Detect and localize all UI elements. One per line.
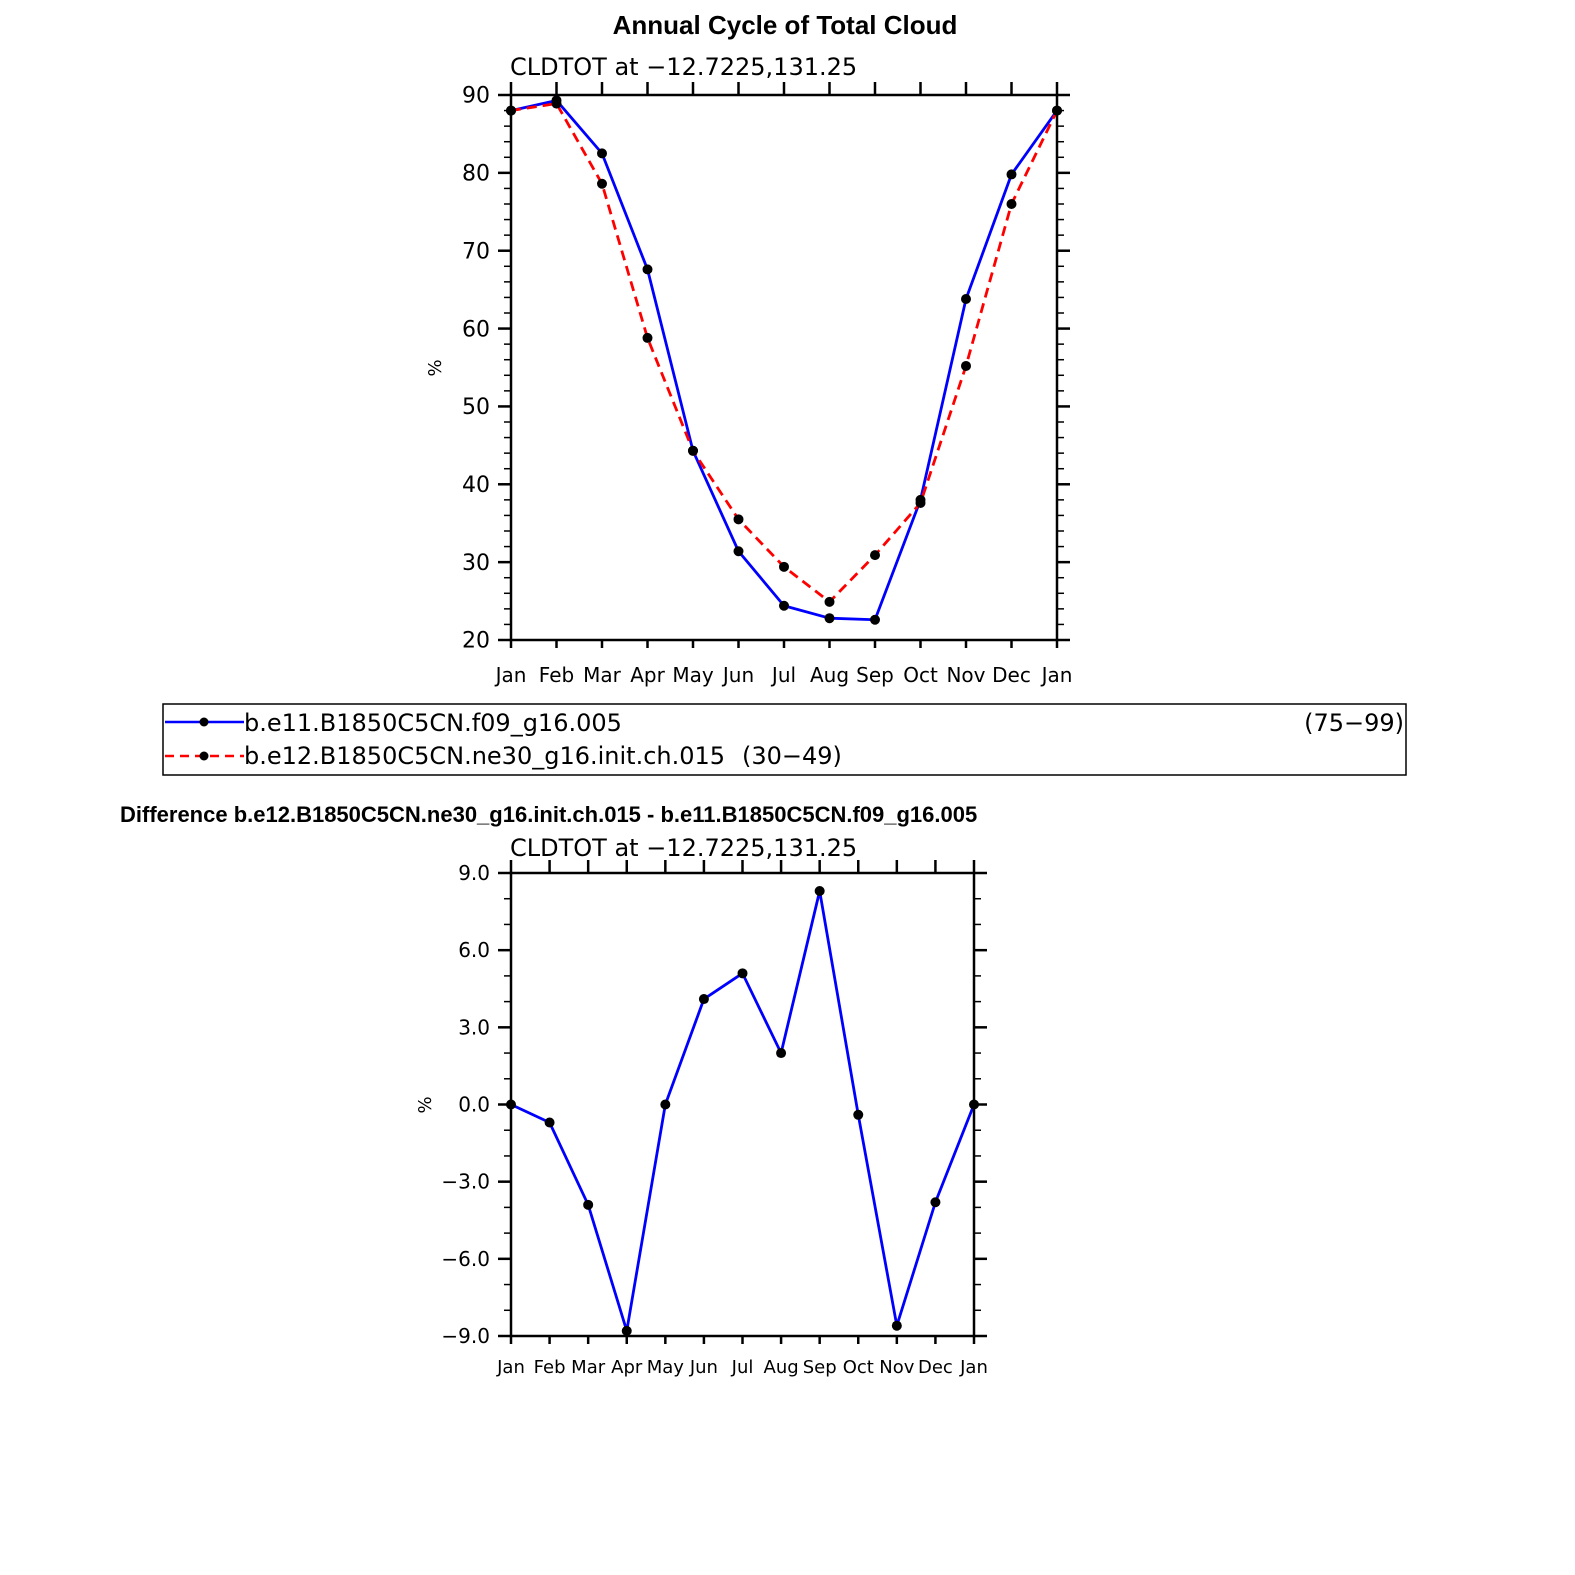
- chart1-ytick-label: 80: [462, 162, 490, 187]
- chart2-ytick-label: −3.0: [441, 1170, 490, 1194]
- chart1-series-1-point: [870, 614, 880, 625]
- chart2-series-1-point: [776, 1048, 787, 1059]
- chart2-subtitle: CLDTOT at −12.7225,131.25: [510, 834, 857, 862]
- chart1-ytick-label: 40: [462, 473, 490, 498]
- chart2-xtick-label: Jan: [959, 1357, 988, 1378]
- chart2-xtick-label: Nov: [879, 1357, 914, 1378]
- chart1-xtick-label: Jul: [770, 663, 796, 687]
- chart1-series-1-point: [1006, 169, 1017, 180]
- chart1-series-1-point: [642, 264, 653, 275]
- difference-title: Difference b.e12.B1850C5CN.ne30_g16.init…: [120, 802, 977, 827]
- chart1-xtick-label: Sep: [856, 663, 894, 687]
- chart1-xtick-label: Feb: [539, 663, 574, 687]
- chart1-xtick-label: Mar: [583, 663, 622, 687]
- chart1-series-1-point: [824, 613, 835, 624]
- chart2-xtick-label: Sep: [803, 1357, 837, 1378]
- chart1-series-2-point: [551, 98, 562, 109]
- chart1-series-2-point: [733, 514, 744, 525]
- difference-chart: CLDTOT at −12.7225,131.25 % Jan Feb Mar Apr…: [415, 834, 988, 1378]
- chart2-ytick-label: 9.0: [458, 861, 490, 885]
- chart1-ytick-label: 50: [462, 395, 490, 420]
- chart2-xtick-label: Dec: [918, 1357, 953, 1378]
- chart1-series-2-point: [688, 445, 698, 456]
- chart1-ytick-label: 70: [462, 239, 490, 264]
- legend-marker-series-2: [199, 751, 209, 761]
- chart2-xtick-label: Jun: [689, 1357, 718, 1378]
- chart1-series-2-point: [597, 178, 607, 189]
- chart2-ytick-label: −6.0: [441, 1247, 490, 1271]
- chart2-xtick-label: Feb: [534, 1357, 566, 1378]
- legend-years-series-2: (30−49): [742, 742, 842, 770]
- legend-label-series-1: b.e11.B1850C5CN.f09_g16.005: [244, 709, 622, 737]
- chart1-series-2-point: [870, 550, 880, 561]
- legend-marker-series-1: [199, 717, 209, 727]
- chart2-series-1-point: [737, 968, 748, 979]
- chart1-ylabel: %: [425, 359, 446, 376]
- chart2-xtick-label: May: [647, 1357, 685, 1378]
- chart2-series-1-point: [583, 1199, 594, 1210]
- chart1-series-2-point: [1006, 199, 1017, 209]
- chart1-xtick-label: Dec: [992, 663, 1031, 687]
- chart2-series-1-point: [660, 1099, 671, 1110]
- chart2-series-1-point: [930, 1197, 941, 1208]
- chart2-ytick-label: 0.0: [458, 1093, 490, 1117]
- chart2-ylabel: %: [415, 1096, 436, 1113]
- annual-cycle-chart: CLDTOT at −12.7225,131.25 % Jan Feb Mar Apr…: [425, 53, 1072, 687]
- chart1-xtick-label: May: [672, 663, 714, 687]
- chart2-xtick-label: Jul: [731, 1357, 754, 1378]
- chart1-series-line-2: [510, 102, 1059, 604]
- chart2-ytick-label: 3.0: [458, 1015, 490, 1039]
- legend-years-series-1: (75−99): [1304, 709, 1404, 737]
- main-title: Annual Cycle of Total Cloud: [613, 10, 958, 40]
- chart1-series-1-point: [597, 148, 607, 159]
- chart2-ytick-label: −9.0: [441, 1324, 490, 1348]
- legend-box: [162, 703, 1407, 776]
- chart1-xtick-label: Apr: [630, 663, 665, 687]
- chart1-ytick-label: 60: [462, 317, 490, 342]
- chart2-xtick-label: Apr: [611, 1357, 643, 1378]
- chart2-xtick-label: Aug: [764, 1357, 799, 1378]
- legend: b.e11.B1850C5CN.f09_g16.005 (75−99) b.e1…: [162, 703, 1407, 776]
- chart2-xtick-label: Oct: [843, 1357, 874, 1378]
- legend-label-series-2: b.e12.B1850C5CN.ne30_g16.init.ch.015: [244, 742, 725, 770]
- chart2-ytick-label: 6.0: [458, 938, 490, 962]
- chart2-series-line-1: [510, 889, 976, 1333]
- chart1-series-2-point: [642, 332, 653, 343]
- chart1-series-1-point: [733, 546, 744, 557]
- chart1-subtitle: CLDTOT at −12.7225,131.25: [510, 53, 857, 81]
- chart1-xtick-label: Oct: [903, 663, 938, 687]
- chart2-plot-frame: [509, 871, 976, 1338]
- chart1-xtick-label: Aug: [810, 663, 849, 687]
- chart2-series-1-point: [853, 1109, 864, 1120]
- chart1-series-2-point: [915, 497, 926, 508]
- chart1-series-2-point: [961, 360, 971, 371]
- chart1-series-2-point: [824, 596, 835, 607]
- chart1-series-1-point: [961, 293, 971, 304]
- chart1-xtick-label: Nov: [946, 663, 985, 687]
- chart1-series-line-1: [510, 99, 1059, 622]
- chart2-xtick-label: Jan: [496, 1357, 525, 1378]
- chart1-series-1-point: [779, 600, 789, 611]
- chart1-ytick-label: 20: [462, 629, 490, 654]
- chart1-xtick-label: Jan: [494, 663, 527, 687]
- chart2-series-1-point: [891, 1320, 902, 1331]
- chart1-ytick-label: 90: [462, 84, 490, 109]
- chart1-xtick-label: Jun: [721, 663, 754, 687]
- chart1-plot-frame: [509, 93, 1059, 642]
- chart1-xtick-label: Jan: [1040, 663, 1073, 687]
- chart2-series-1-point: [544, 1117, 555, 1128]
- chart1-series-2-point: [779, 561, 789, 572]
- chart1-ytick-label: 30: [462, 551, 490, 576]
- chart2-xtick-label: Mar: [571, 1357, 606, 1378]
- chart2-series-1-point: [814, 886, 825, 897]
- chart2-series-1-point: [698, 994, 709, 1005]
- chart2-series-1-point: [621, 1325, 632, 1336]
